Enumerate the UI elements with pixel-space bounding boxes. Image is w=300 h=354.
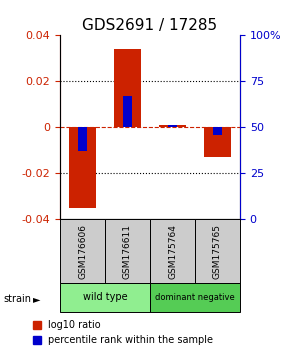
Bar	[150, 283, 240, 312]
Text: GSM175765: GSM175765	[213, 224, 222, 279]
Text: GSM176606: GSM176606	[78, 224, 87, 279]
Text: strain: strain	[3, 294, 31, 304]
Bar	[105, 219, 150, 283]
Bar	[150, 219, 195, 283]
Text: dominant negative: dominant negative	[155, 293, 235, 302]
Title: GDS2691 / 17285: GDS2691 / 17285	[82, 18, 218, 33]
Bar	[114, 49, 141, 127]
Bar	[69, 127, 96, 208]
Text: GSM175764: GSM175764	[168, 224, 177, 279]
Bar	[79, 127, 87, 152]
Bar	[195, 219, 240, 283]
Bar	[204, 127, 231, 157]
Bar	[124, 96, 131, 127]
Text: GSM176611: GSM176611	[123, 224, 132, 279]
Legend: log10 ratio, percentile rank within the sample: log10 ratio, percentile rank within the …	[29, 316, 217, 349]
Bar	[159, 125, 186, 127]
Bar	[60, 283, 150, 312]
Bar	[214, 127, 221, 135]
Text: wild type: wild type	[83, 292, 127, 302]
Bar	[169, 125, 176, 127]
Text: ►: ►	[33, 294, 40, 304]
Bar	[60, 219, 105, 283]
